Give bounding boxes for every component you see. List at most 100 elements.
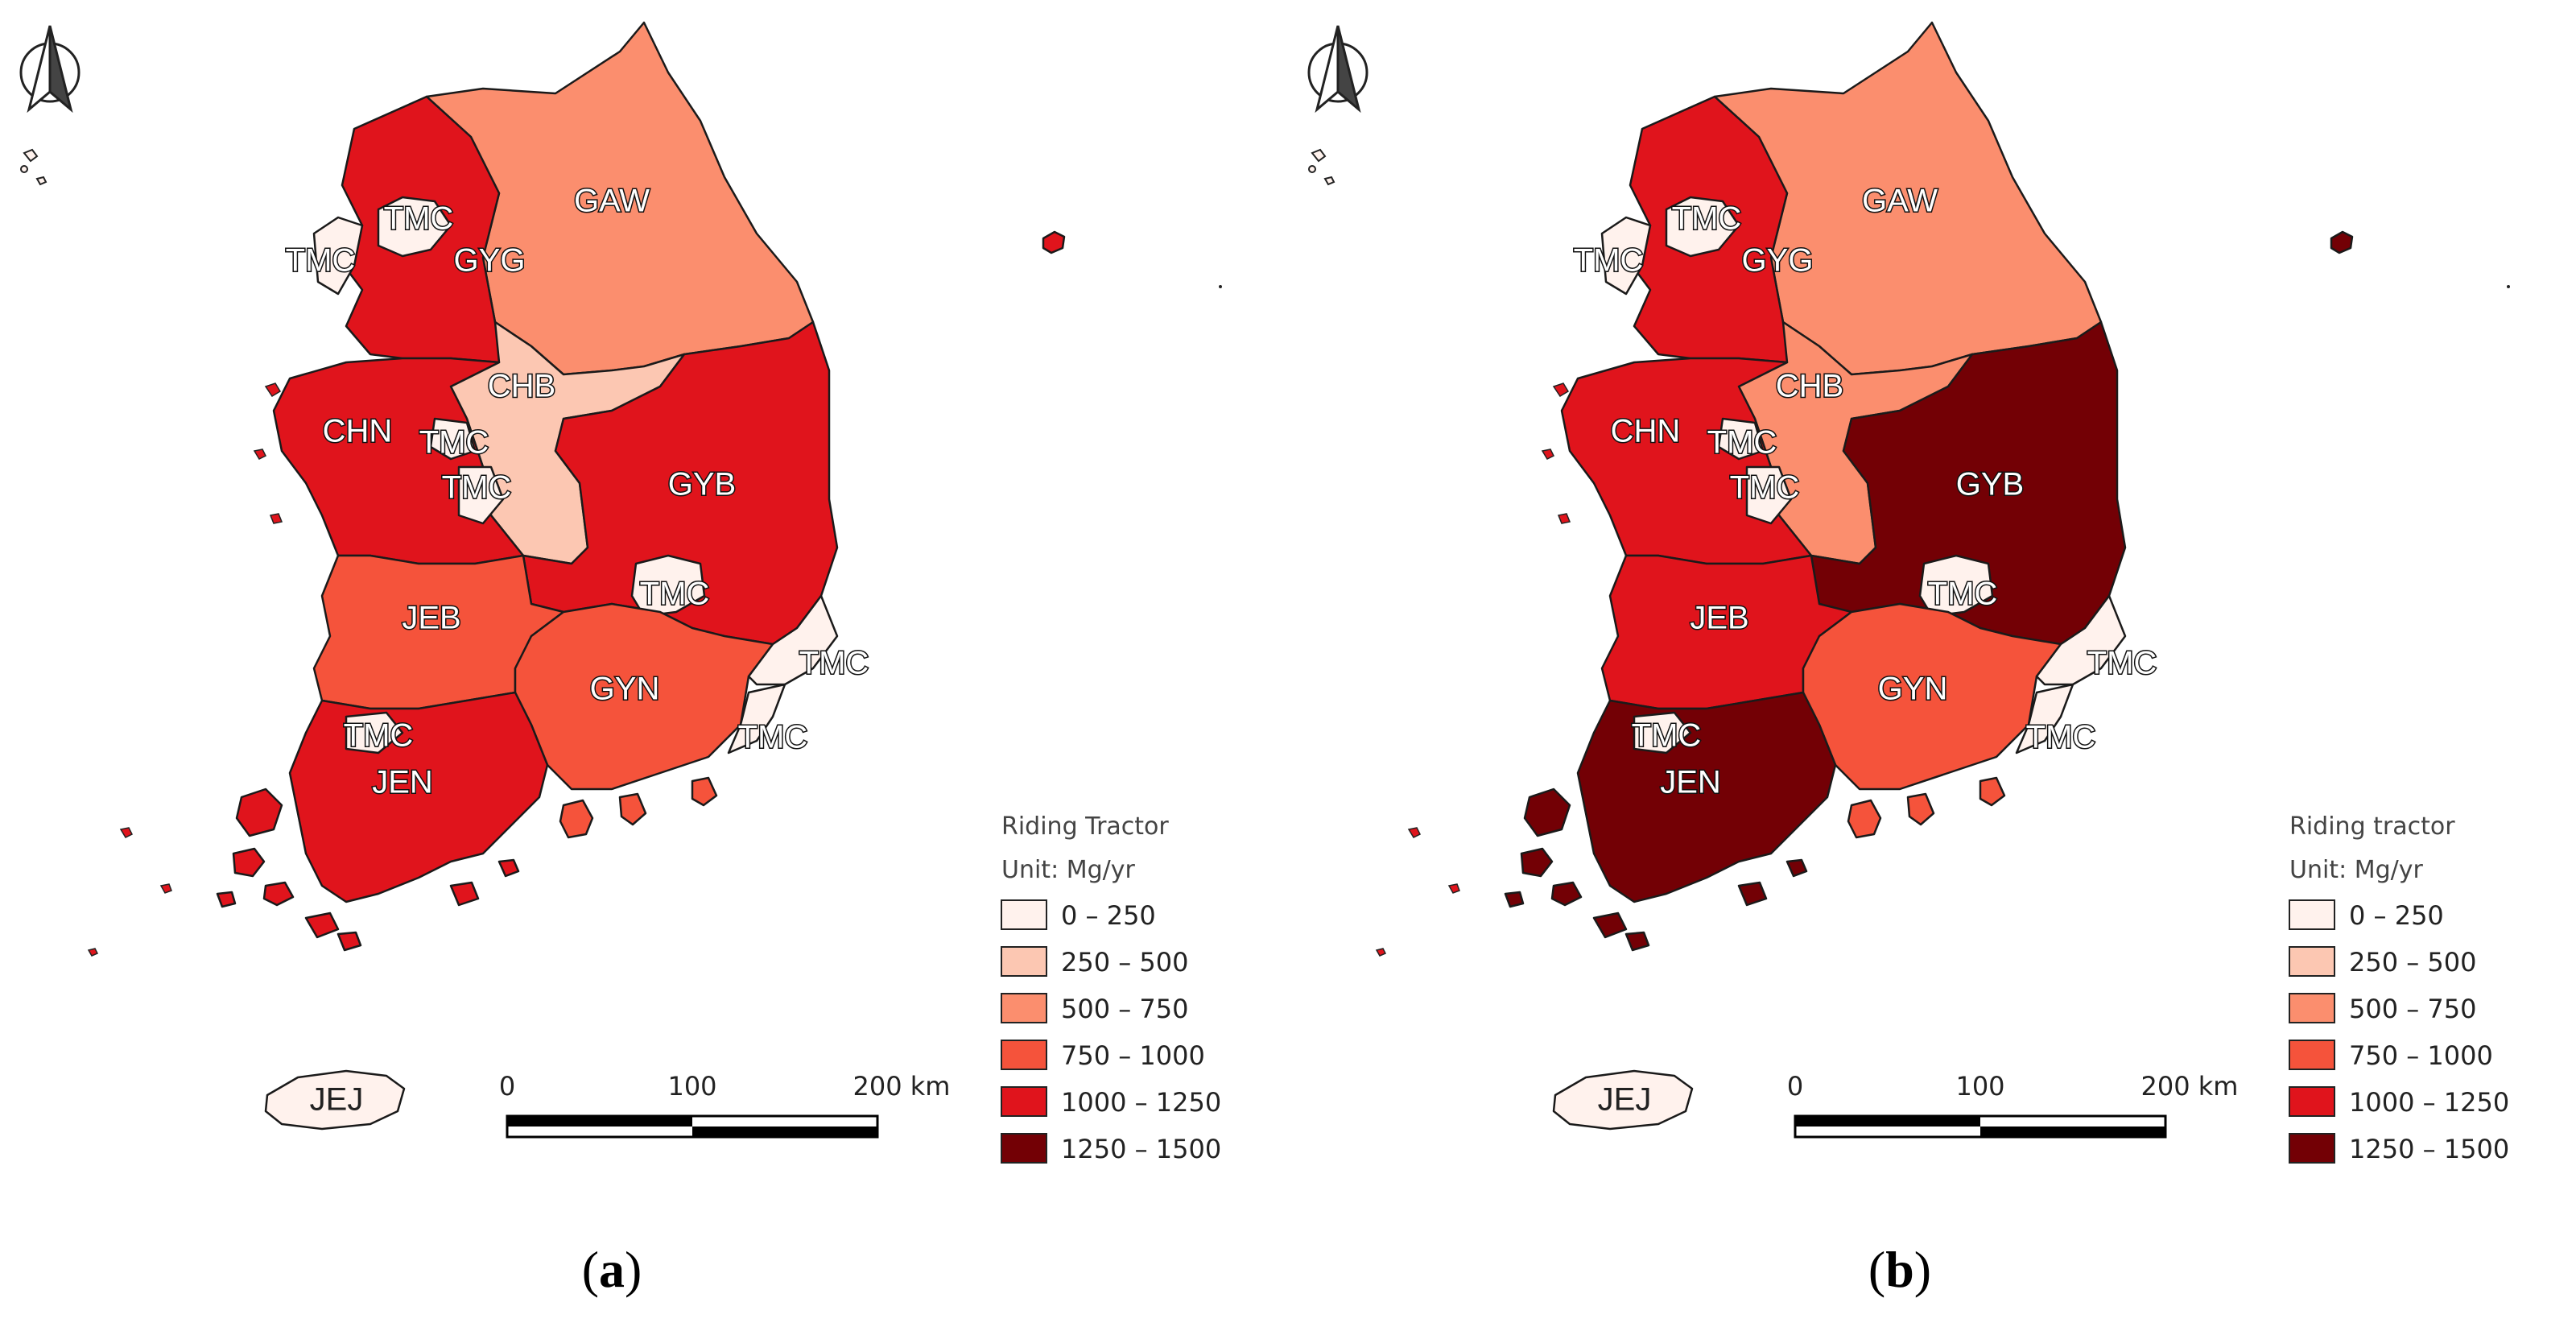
region-GYN (514, 602, 774, 791)
legend-swatch (2289, 946, 2335, 977)
region-TMC-busan (2015, 683, 2074, 754)
legend-label: 0 – 250 (2349, 900, 2444, 931)
legend-label: 500 – 750 (2349, 994, 2477, 1024)
region-TMC-busan (727, 683, 786, 754)
scale-tick-100: 100 (667, 1071, 716, 1102)
label-CHN: CHN (323, 414, 393, 449)
region-TMC-daejeon (457, 465, 505, 525)
legend-label: 0 – 250 (1061, 900, 1156, 931)
label-CHB: CHB (488, 369, 555, 404)
label-TMC-sejong: TMC (1707, 425, 1777, 461)
label-GYB: GYB (1956, 467, 2024, 502)
label-GYG: GYG (454, 243, 526, 279)
legend-label: 500 – 750 (1061, 994, 1189, 1024)
scale-bar: 0 100 200 km (499, 1071, 950, 1139)
label-GYB: GYB (668, 467, 736, 502)
legend-label: 250 – 500 (2349, 947, 2477, 978)
label-GAW: GAW (1862, 184, 1938, 219)
label-JEN: JEN (1660, 765, 1721, 800)
region-TMC-ulsan (747, 594, 839, 686)
legend-swatch (1001, 946, 1047, 977)
legend-swatch (2289, 1040, 2335, 1070)
legend-label: 1000 – 1250 (2349, 1087, 2509, 1118)
scale-tick-200: 200 km (2141, 1071, 2239, 1102)
west-islets (1375, 382, 1571, 957)
legend-label: 750 – 1000 (1061, 1040, 1205, 1071)
region-TMC-incheon (1600, 216, 1652, 296)
region-TMC-daejeon (1745, 465, 1793, 525)
legend-swatch (1001, 1133, 1047, 1164)
west-islets (87, 382, 283, 957)
legend-label: 250 – 500 (1061, 947, 1189, 978)
north-arrow-icon (19, 25, 80, 114)
label-JEJ: JEJ (310, 1082, 364, 1118)
caption-b: (b) (1868, 1241, 1932, 1298)
map-panel-a: GAW TMC TMC GYG CHB CHN TMC TMC GYB TMC … (19, 21, 1222, 1164)
label-TMC-seoul: TMC (1672, 201, 1742, 237)
legend-swatch (2289, 993, 2335, 1023)
south-islands (559, 776, 718, 839)
map-panel-b: GAW TMC TMC GYG CHB CHN TMC TMC GYB TMC … (1288, 0, 2576, 1327)
region-TMC-gwangju (1633, 711, 1692, 754)
region-GYN (1802, 602, 2062, 791)
legend-title: Riding tractor (2289, 812, 2455, 841)
legend-swatch (2289, 1133, 2335, 1164)
legend-unit: Unit: Mg/yr (1001, 856, 1136, 884)
region-TMC-seoul (1665, 196, 1740, 258)
legend-label: 1250 – 1500 (1061, 1134, 1221, 1164)
label-TMC-ulsan: TMC (2087, 646, 2157, 681)
region-TMC-gwangju (345, 711, 404, 754)
label-TMC-daegu: TMC (640, 577, 710, 612)
legend-swatch (1001, 1040, 1047, 1070)
label-TMC-incheon: TMC (1574, 243, 1644, 279)
legend-swatch (1001, 899, 1047, 930)
scale-tick-0: 0 (1787, 1071, 1803, 1102)
scale-bar: 0 100 200 km (1787, 1071, 2239, 1139)
label-TMC-busan: TMC (738, 720, 808, 755)
label-GYG: GYG (1742, 243, 1814, 279)
label-JEN: JEN (372, 765, 433, 800)
label-JEJ: JEJ (1598, 1082, 1652, 1118)
label-TMC-gwangju: TMC (1632, 718, 1702, 754)
legend: Riding Tractor Unit: Mg/yr 0 – 250 250 – … (1001, 812, 1221, 1164)
legend: Riding tractor Unit: Mg/yr 0 – 250 250 – … (2289, 812, 2509, 1164)
region-TMC-sejong (429, 417, 477, 461)
label-JEB: JEB (1690, 601, 1748, 636)
region-TMC-seoul (377, 196, 452, 258)
region-TMC-daegu (1918, 554, 1994, 618)
region-TMC-incheon (312, 216, 364, 296)
legend-swatch (1001, 1086, 1047, 1117)
north-arrow-icon (1307, 25, 1368, 114)
legend-swatch (1001, 993, 1047, 1023)
legend-label: 1000 – 1250 (1061, 1087, 1221, 1118)
island-dot (1219, 285, 1222, 288)
label-TMC-sejong: TMC (419, 425, 489, 461)
southwest-islands (1504, 788, 1808, 952)
label-GYN: GYN (1878, 672, 1948, 707)
scale-tick-100: 100 (1955, 1071, 2004, 1102)
legend-label: 1250 – 1500 (2349, 1134, 2509, 1164)
caption-a: (a) (581, 1241, 642, 1298)
region-TMC-daegu (630, 554, 706, 618)
region-JEJ (1552, 1069, 1694, 1131)
legend-label: 750 – 1000 (2349, 1040, 2493, 1071)
legend-unit: Unit: Mg/yr (2289, 856, 2424, 884)
small-islands (20, 148, 47, 186)
label-TMC-daejeon: TMC (442, 470, 512, 506)
island-dot (2507, 285, 2510, 288)
legend-title: Riding Tractor (1001, 812, 1169, 841)
label-GAW: GAW (574, 184, 650, 219)
region-JEJ (264, 1069, 406, 1131)
region-ulleung (2330, 230, 2354, 254)
southwest-islands (216, 788, 520, 952)
region-TMC-sejong (1717, 417, 1765, 461)
region-ulleung (1042, 230, 1066, 254)
label-CHB: CHB (1776, 369, 1843, 404)
small-islands (1308, 148, 1335, 186)
label-JEB: JEB (402, 601, 460, 636)
region-TMC-ulsan (2035, 594, 2127, 686)
label-TMC-gwangju: TMC (344, 718, 414, 754)
label-TMC-incheon: TMC (286, 243, 356, 279)
label-GYN: GYN (590, 672, 660, 707)
legend-swatch (2289, 899, 2335, 930)
